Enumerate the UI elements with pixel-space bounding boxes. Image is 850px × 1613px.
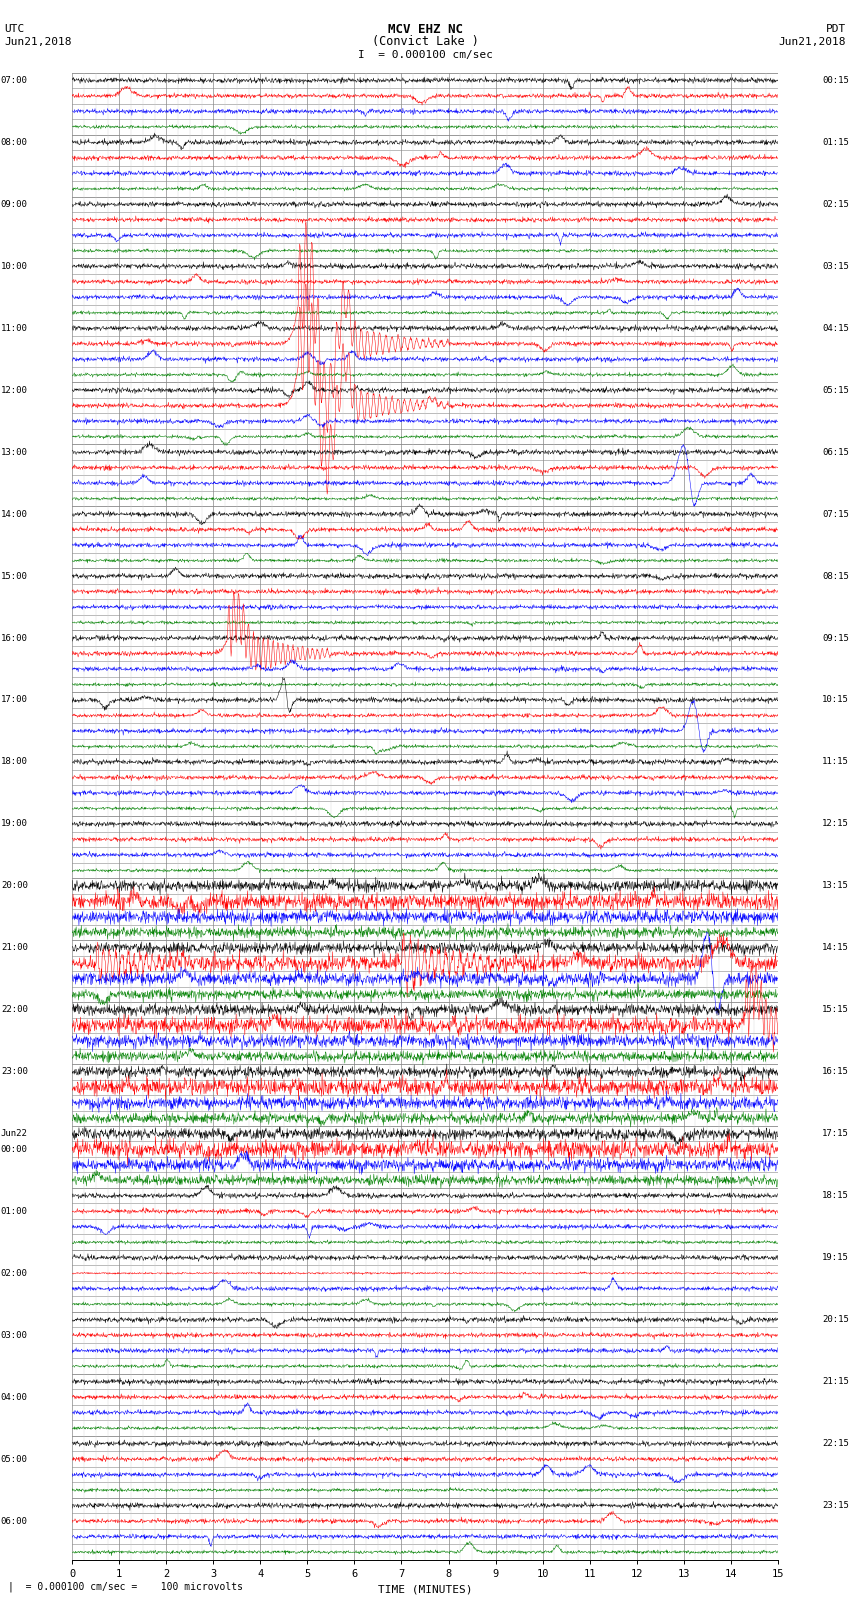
Text: Jun21,2018: Jun21,2018 [4, 37, 71, 47]
Text: 22:00: 22:00 [1, 1005, 28, 1015]
Text: 02:15: 02:15 [822, 200, 849, 208]
Text: 20:00: 20:00 [1, 881, 28, 890]
Text: 15:15: 15:15 [822, 1005, 849, 1015]
Text: 21:00: 21:00 [1, 944, 28, 952]
X-axis label: TIME (MINUTES): TIME (MINUTES) [377, 1584, 473, 1594]
Text: 09:00: 09:00 [1, 200, 28, 208]
Text: 23:15: 23:15 [822, 1502, 849, 1510]
Text: 16:15: 16:15 [822, 1068, 849, 1076]
Text: 06:15: 06:15 [822, 448, 849, 456]
Text: 17:00: 17:00 [1, 695, 28, 705]
Text: 12:00: 12:00 [1, 386, 28, 395]
Text: 02:00: 02:00 [1, 1269, 28, 1277]
Text: 21:15: 21:15 [822, 1378, 849, 1386]
Text: 19:15: 19:15 [822, 1253, 849, 1263]
Text: 14:15: 14:15 [822, 944, 849, 952]
Text: 08:00: 08:00 [1, 137, 28, 147]
Text: 16:00: 16:00 [1, 634, 28, 642]
Text: 22:15: 22:15 [822, 1439, 849, 1448]
Text: 11:00: 11:00 [1, 324, 28, 332]
Text: 20:15: 20:15 [822, 1315, 849, 1324]
Text: 01:15: 01:15 [822, 137, 849, 147]
Text: 23:00: 23:00 [1, 1068, 28, 1076]
Text: 12:15: 12:15 [822, 819, 849, 829]
Text: 10:00: 10:00 [1, 261, 28, 271]
Text: 06:00: 06:00 [1, 1516, 28, 1526]
Text: 11:15: 11:15 [822, 758, 849, 766]
Text: 18:00: 18:00 [1, 758, 28, 766]
Text: 17:15: 17:15 [822, 1129, 849, 1139]
Text: 13:15: 13:15 [822, 881, 849, 890]
Text: 19:00: 19:00 [1, 819, 28, 829]
Text: 07:00: 07:00 [1, 76, 28, 85]
Text: 08:15: 08:15 [822, 571, 849, 581]
Text: UTC: UTC [4, 24, 25, 34]
Text: 04:15: 04:15 [822, 324, 849, 332]
Text: 10:15: 10:15 [822, 695, 849, 705]
Text: 00:00: 00:00 [1, 1145, 28, 1153]
Text: 18:15: 18:15 [822, 1192, 849, 1200]
Text: 01:00: 01:00 [1, 1207, 28, 1216]
Text: 14:00: 14:00 [1, 510, 28, 519]
Text: 00:15: 00:15 [822, 76, 849, 85]
Text: PDT: PDT [825, 24, 846, 34]
Text: 04:00: 04:00 [1, 1392, 28, 1402]
Text: 05:00: 05:00 [1, 1455, 28, 1463]
Text: (Convict Lake ): (Convict Lake ) [371, 35, 479, 48]
Text: 03:00: 03:00 [1, 1331, 28, 1340]
Text: Jun22: Jun22 [1, 1129, 28, 1139]
Text: 09:15: 09:15 [822, 634, 849, 642]
Text: 05:15: 05:15 [822, 386, 849, 395]
Text: 03:15: 03:15 [822, 261, 849, 271]
Text: Jun21,2018: Jun21,2018 [779, 37, 846, 47]
Text: 15:00: 15:00 [1, 571, 28, 581]
Text: MCV EHZ NC: MCV EHZ NC [388, 23, 462, 35]
Text: I  = 0.000100 cm/sec: I = 0.000100 cm/sec [358, 50, 492, 60]
Text: |  = 0.000100 cm/sec =    100 microvolts: | = 0.000100 cm/sec = 100 microvolts [8, 1582, 243, 1592]
Text: 13:00: 13:00 [1, 448, 28, 456]
Text: 07:15: 07:15 [822, 510, 849, 519]
